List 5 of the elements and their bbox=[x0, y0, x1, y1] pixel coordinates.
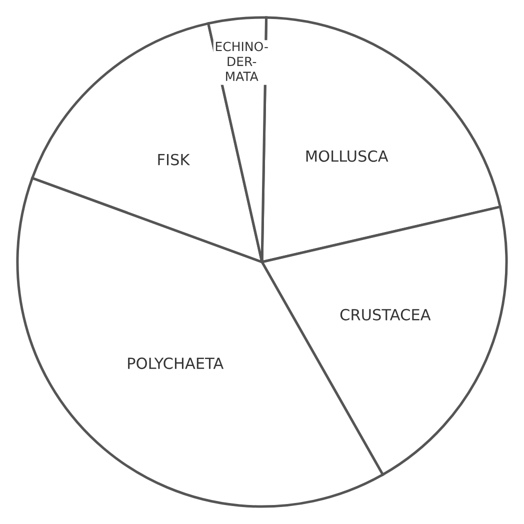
slice-label: ECHINO- DER- MATA bbox=[216, 42, 268, 81]
slice-label: MOLLUSCA bbox=[306, 150, 388, 162]
slice-label: FISK bbox=[158, 154, 190, 166]
slice-label: POLYCHAETA bbox=[128, 358, 224, 370]
slice-label: CRUSTACEA bbox=[340, 308, 431, 320]
